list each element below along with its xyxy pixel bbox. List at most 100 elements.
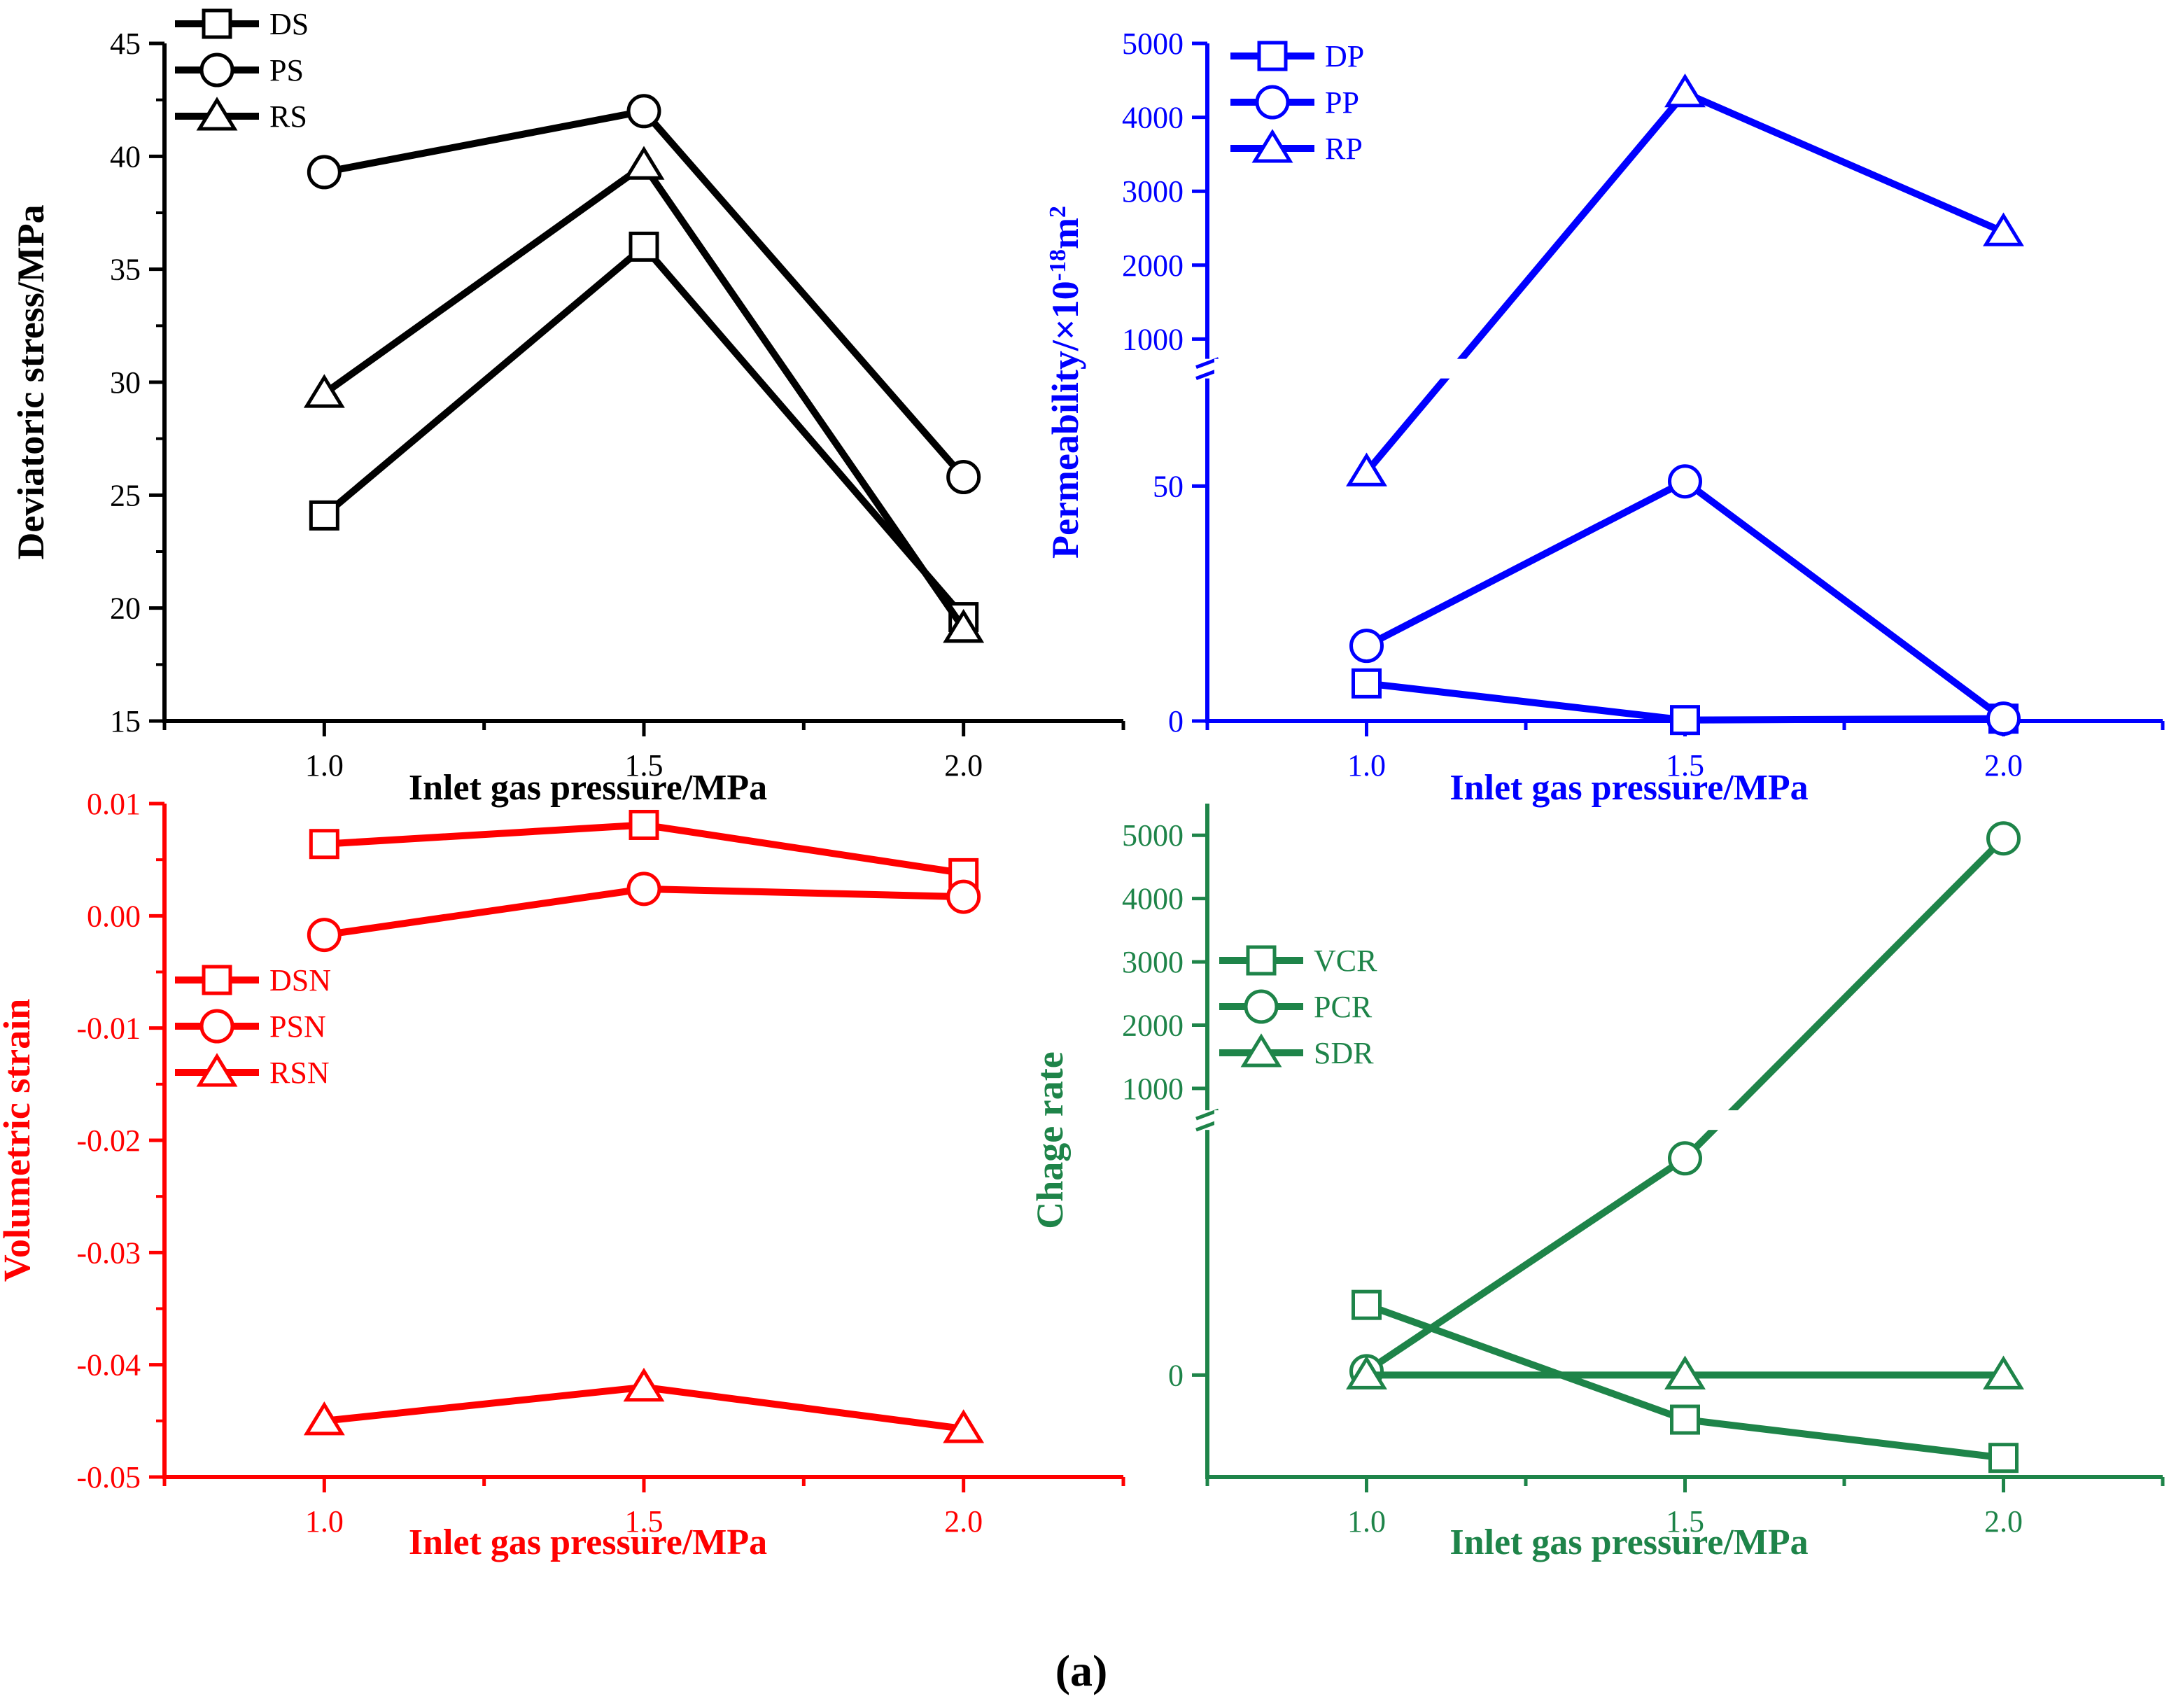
- legend-label-pcr: PCR: [1314, 990, 1373, 1024]
- y-tick-label: 4000: [1122, 101, 1184, 135]
- y-tick-label: -0.01: [76, 1011, 141, 1046]
- legend-label-psn: PSN: [269, 1009, 326, 1044]
- legend: VCR PCR SDR: [1219, 944, 1377, 1070]
- x-tick-label: 2.0: [944, 1504, 983, 1539]
- legend-label-rsn: RSN: [269, 1056, 330, 1090]
- y-tick-label: 0.00: [87, 899, 141, 933]
- x-tick-label: 1.5: [1666, 748, 1704, 783]
- data-point-rs: [943, 608, 985, 643]
- data-point-rp: [1664, 73, 1706, 108]
- y-tick-label: 0.01: [87, 787, 141, 821]
- legend-label-vcr: VCR: [1314, 944, 1377, 978]
- data-point-rsn: [303, 1401, 345, 1436]
- y-tick-label: 35: [110, 253, 141, 287]
- data-point-pcr: [1986, 821, 2021, 856]
- data-point-vcr: [1352, 1289, 1382, 1320]
- legend-marker-rs: [196, 97, 238, 131]
- data-point-dsn: [629, 809, 659, 840]
- data-point-sdr: [1346, 1355, 1387, 1390]
- legend-label-rp: RP: [1325, 132, 1363, 166]
- legend-label-dsn: DSN: [269, 963, 331, 997]
- data-point-pp: [1986, 701, 2021, 736]
- data-point-dsn: [309, 829, 339, 860]
- legend-label-dp: DP: [1325, 39, 1364, 74]
- panel-volumetric-strain: -0.05 -0.04 -0.03 -0.02 -0.01 0.00 0.01 1.0 1.5 2…: [0, 787, 1125, 1562]
- legend-label-sdr: SDR: [1314, 1036, 1374, 1070]
- x-tick-label: 2.0: [1984, 1504, 2023, 1539]
- legend-marker-dsn: [202, 965, 232, 995]
- data-point-pp: [1349, 629, 1384, 664]
- data-point-ds: [629, 231, 659, 262]
- y-tick-label: 1000: [1122, 322, 1184, 356]
- legend-marker-psn: [199, 1009, 234, 1044]
- y-tick-label: 2000: [1122, 1008, 1184, 1042]
- y-axis-title: Deviatoric stress/MPa: [10, 204, 52, 559]
- x-axis-title: Inlet gas pressure/MPa: [409, 1522, 767, 1562]
- y-tick-label: 20: [110, 592, 141, 626]
- x-tick-label: 1.0: [305, 748, 344, 783]
- y-tick-label: -0.04: [76, 1348, 141, 1382]
- data-point-vcr: [1988, 1443, 2019, 1474]
- legend-marker-vcr: [1246, 945, 1277, 976]
- x-axis-title: Inlet gas pressure/MPa: [409, 768, 767, 808]
- y-tick-label: 15: [110, 704, 141, 738]
- legend: DS PS RS: [175, 7, 309, 134]
- panel-deviatoric-stress: 15 20 25 30 35 40 45 1.0 1.5 2.0 Inlet gas pressur…: [10, 7, 1125, 808]
- y-tick-label: -0.02: [76, 1124, 141, 1158]
- series-line-pp: [1365, 477, 2006, 722]
- x-axis-title: Inlet gas pressure/MPa: [1449, 768, 1808, 808]
- legend-label-rs: RS: [269, 99, 307, 134]
- y-axis-title: Permeability/×10-18m2: [1044, 206, 1086, 559]
- y-tick-label: 2000: [1122, 248, 1184, 283]
- y-tick-label: 25: [110, 478, 141, 512]
- data-point-rs: [623, 146, 665, 180]
- legend: DP PP RP: [1230, 39, 1364, 166]
- legend: DSN PSN RSN: [175, 963, 331, 1090]
- legend-marker-pcr: [1244, 989, 1279, 1024]
- y-tick-label: 5000: [1122, 27, 1184, 61]
- x-axis-title: Inlet gas pressure/MPa: [1449, 1522, 1808, 1562]
- data-point-ps: [626, 94, 661, 129]
- legend-label-ds: DS: [269, 7, 309, 41]
- data-point-ps: [307, 155, 342, 190]
- y-tick-label: 30: [110, 365, 141, 400]
- x-tick-label: 2.0: [944, 748, 983, 783]
- panel-permeability: 0 50 1000 2000 3000 4000 5000 1.0 1.5 2.0 Inlet ga…: [1044, 27, 2165, 808]
- data-point-rsn: [623, 1367, 665, 1402]
- data-point-dp: [1352, 668, 1382, 699]
- data-point-sdr: [1983, 1355, 2024, 1390]
- data-point-rs: [303, 374, 345, 408]
- data-point-dp: [1670, 705, 1700, 736]
- legend-marker-dp: [1257, 41, 1288, 71]
- legend-marker-ds: [202, 8, 232, 39]
- legend-marker-ps: [199, 52, 234, 88]
- x-tick-label: 1.5: [625, 748, 664, 783]
- y-tick-label: 4000: [1122, 882, 1184, 916]
- y-axis-title: Volumetric strain: [0, 999, 38, 1282]
- series-line-pcr: [1364, 836, 2007, 1375]
- legend-marker-rp: [1251, 129, 1293, 163]
- data-point-ps: [946, 460, 981, 495]
- x-tick-label: 1.0: [305, 1504, 344, 1539]
- figure-label: (a): [1055, 1646, 1108, 1695]
- data-point-sdr: [1664, 1355, 1706, 1390]
- series-line-rp: [1363, 89, 2005, 475]
- data-point-psn: [307, 918, 342, 953]
- y-tick-label: 1000: [1122, 1072, 1184, 1106]
- series-line-ds: [322, 243, 967, 620]
- y-tick-label: 5000: [1122, 818, 1184, 853]
- data-point-pcr: [1668, 1141, 1702, 1176]
- axis-break-gap: [1214, 1110, 2163, 1130]
- data-point-psn: [946, 879, 981, 914]
- x-tick-label: 1.0: [1347, 748, 1386, 783]
- y-tick-label: 50: [1153, 469, 1184, 503]
- y-tick-label: 0: [1168, 704, 1184, 738]
- legend-label-ps: PS: [269, 53, 304, 88]
- data-point-psn: [626, 872, 661, 906]
- data-point-vcr: [1670, 1404, 1700, 1435]
- x-tick-label: 1.5: [1666, 1504, 1704, 1539]
- y-tick-label: -0.05: [76, 1460, 141, 1494]
- legend-marker-sdr: [1240, 1033, 1282, 1068]
- data-point-ds: [309, 500, 339, 531]
